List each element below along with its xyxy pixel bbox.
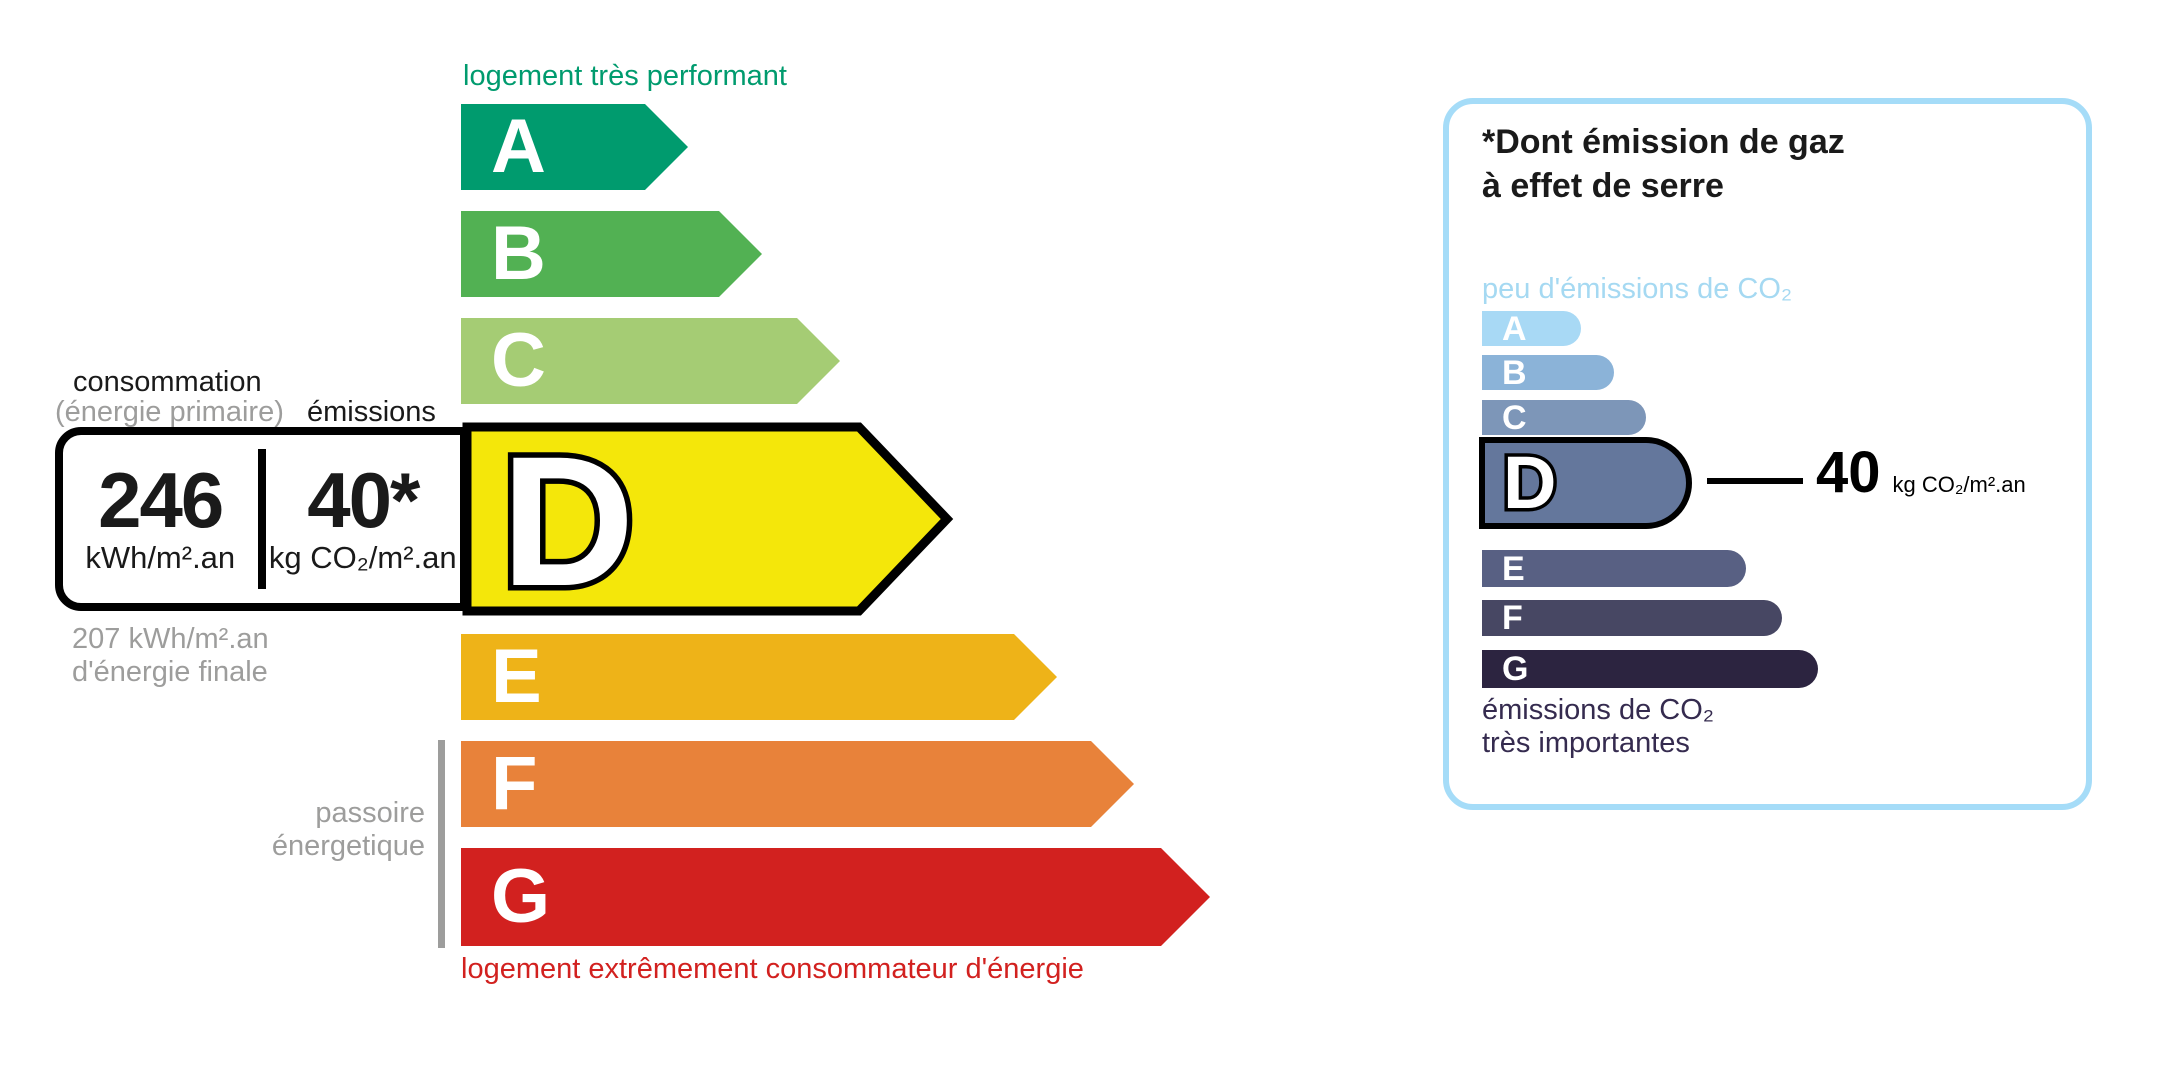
- energy-class-g-letter: G: [491, 854, 551, 939]
- energy-class-d-letter: D: [501, 419, 635, 619]
- indicator-box: 246 kWh/m².an 40* kg CO₂/m².an: [55, 427, 468, 611]
- co2-class-d-bar: D: [1479, 437, 1692, 529]
- energy-class-d-arrow: D: [462, 419, 954, 619]
- co2-class-c-bar: C: [1482, 400, 1646, 435]
- emissions-label: émissions: [307, 396, 436, 428]
- consumption-sublabel: (énergie primaire): [55, 396, 284, 428]
- emissions-value: 40*: [307, 455, 420, 544]
- energy-class-g-arrow: G: [461, 848, 1210, 946]
- consumption-label: consommation: [73, 366, 262, 398]
- emissions-cell: 40* kg CO₂/m².an: [266, 435, 461, 603]
- energy-class-e-letter: E: [491, 634, 542, 719]
- co2-class-d-letter: D: [1503, 441, 1556, 524]
- co2-class-f-letter: F: [1502, 599, 1523, 637]
- consumption-unit: kWh/m².an: [85, 540, 236, 575]
- energy-class-f-arrow: F: [461, 741, 1134, 827]
- energy-class-c-letter: C: [491, 318, 546, 403]
- energy-class-f-letter: F: [491, 741, 538, 826]
- co2-class-d-shape: [1479, 437, 1692, 529]
- final-energy-note: 207 kWh/m².an d'énergie finale: [72, 623, 269, 689]
- co2-class-c-letter: C: [1502, 398, 1527, 437]
- co2-class-e-bar: E: [1482, 550, 1746, 587]
- consumption-cell: 246 kWh/m².an: [63, 435, 258, 603]
- energy-class-b-arrow: B: [461, 211, 762, 297]
- consumption-value: 246: [98, 455, 224, 544]
- emissions-unit: kg CO₂/m².an: [268, 540, 457, 575]
- indicator-divider: [257, 449, 266, 589]
- energy-top-label: logement très performant: [463, 60, 787, 92]
- co2-class-f-bar: F: [1482, 600, 1782, 636]
- co2-class-a-letter: A: [1502, 309, 1527, 348]
- energy-class-a-letter: A: [491, 104, 546, 189]
- energy-class-e-arrow: E: [461, 634, 1057, 720]
- co2-value-connector-line: [1707, 478, 1803, 484]
- energy-class-b-letter: B: [491, 211, 546, 296]
- co2-value-unit: kg CO₂/m².an: [1892, 472, 2026, 497]
- co2-class-e-letter: E: [1502, 549, 1525, 588]
- co2-bottom-label: émissions de CO₂ très importantes: [1482, 694, 1715, 760]
- co2-value-group: 40 kg CO₂/m².an: [1816, 444, 2026, 502]
- co2-class-b-letter: B: [1502, 353, 1527, 392]
- energy-bottom-label: logement extrêmement consommateur d'éner…: [461, 953, 1084, 985]
- energy-sieve-bracket-bar: [438, 740, 445, 948]
- co2-value: 40: [1816, 440, 1881, 505]
- energy-class-c-arrow: C: [461, 318, 840, 404]
- co2-top-label: peu d'émissions de CO₂: [1482, 273, 1793, 305]
- energy-sieve-label: passoire énergetique: [271, 797, 425, 863]
- co2-class-a-bar: A: [1482, 311, 1581, 346]
- co2-panel-title: *Dont émission de gaz à effet de serre: [1482, 123, 1845, 206]
- energy-class-d-shape: [462, 422, 954, 616]
- co2-class-g-bar: G: [1482, 650, 1818, 688]
- co2-class-b-bar: B: [1482, 355, 1614, 390]
- energy-class-a-arrow: A: [461, 104, 688, 190]
- co2-class-g-letter: G: [1502, 650, 1529, 688]
